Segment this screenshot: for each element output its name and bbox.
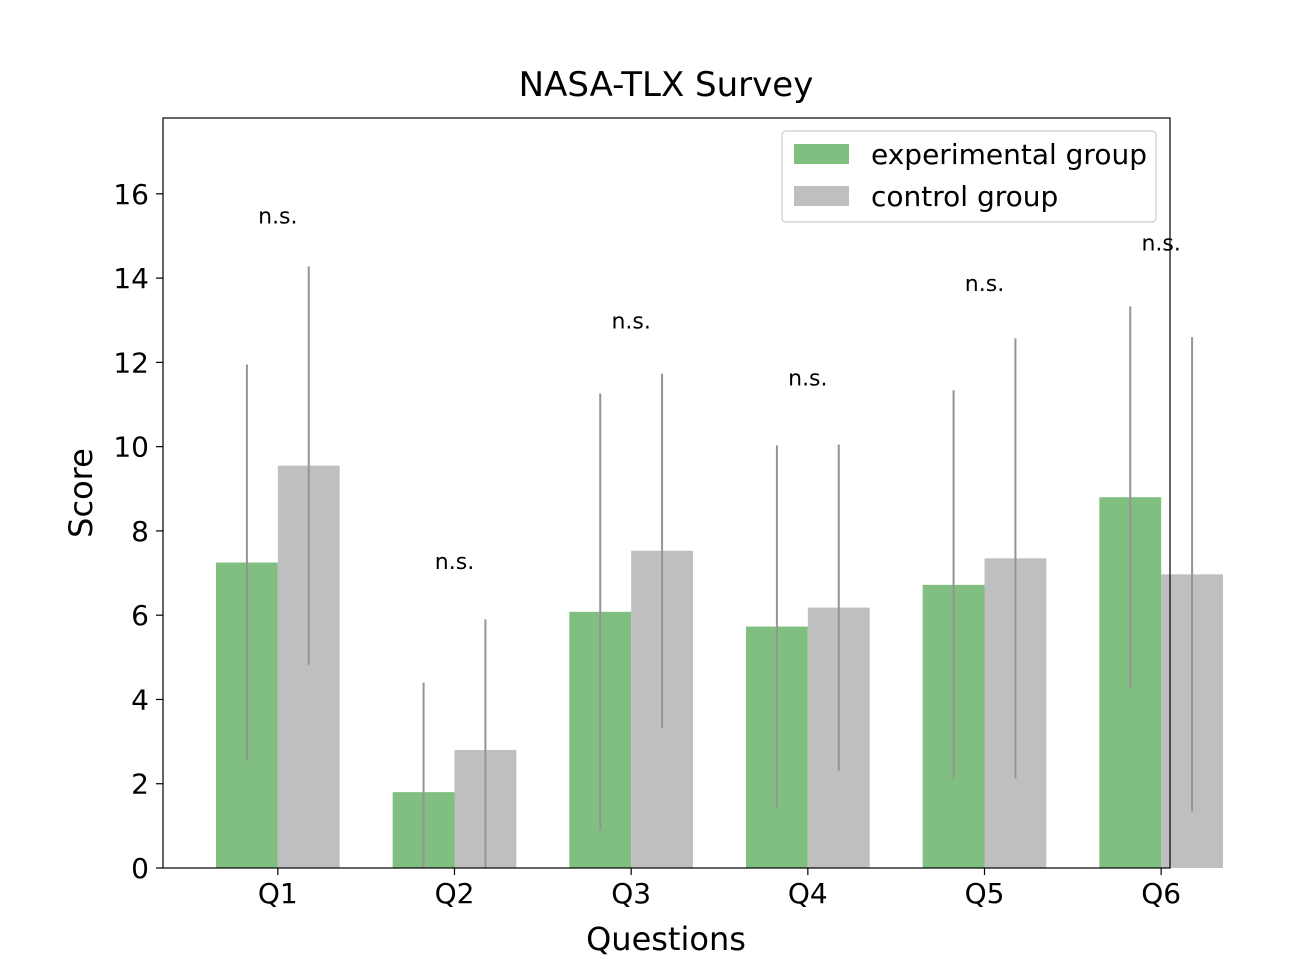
- x-tick-label-q5: Q5: [965, 877, 1005, 910]
- y-tick-label-12: 12: [113, 346, 149, 379]
- x-tick-label-q1: Q1: [258, 877, 298, 910]
- bars-layer: [216, 465, 1223, 868]
- legend-frame: [781, 130, 1157, 223]
- y-tick-label-10: 10: [113, 431, 149, 464]
- x-tick-label-q2: Q2: [435, 877, 475, 910]
- legend-swatch-control: [794, 186, 849, 206]
- significance-label-q1: n.s.: [258, 204, 297, 229]
- plot-frame: [162, 117, 1171, 869]
- significance-label-q2: n.s.: [435, 550, 474, 575]
- significance-label-q4: n.s.: [788, 367, 827, 392]
- y-axis: 0 2 4 6 8 10 12 14 16: [113, 178, 163, 885]
- legend: experimental group control group: [781, 130, 1157, 223]
- error-bars-layer: [245, 266, 1194, 868]
- y-tick-label-14: 14: [113, 262, 149, 295]
- legend-swatch-experimental: [794, 144, 849, 164]
- y-tick-label-8: 8: [131, 515, 149, 548]
- annotations-layer: n.s. n.s. n.s. n.s. n.s. n.s.: [258, 204, 1181, 575]
- y-axis-label: Score: [62, 448, 100, 538]
- x-axis-label: Questions: [586, 920, 746, 958]
- y-tick-label-16: 16: [113, 178, 149, 211]
- y-tick-label-0: 0: [131, 852, 149, 885]
- significance-label-q5: n.s.: [965, 272, 1004, 297]
- x-tick-label-q3: Q3: [611, 877, 651, 910]
- legend-label-control: control group: [871, 180, 1058, 213]
- y-tick-label-2: 2: [131, 768, 149, 801]
- legend-label-experimental: experimental group: [871, 138, 1147, 171]
- x-axis: Q1 Q2 Q3 Q4 Q5 Q6: [258, 868, 1181, 910]
- x-tick-label-q6: Q6: [1141, 877, 1181, 910]
- chart-title: NASA-TLX Survey: [519, 65, 814, 105]
- y-tick-label-6: 6: [131, 599, 149, 632]
- significance-label-q3: n.s.: [611, 310, 650, 335]
- x-tick-label-q4: Q4: [788, 877, 828, 910]
- significance-label-q6: n.s.: [1141, 232, 1180, 257]
- y-tick-label-4: 4: [131, 683, 149, 716]
